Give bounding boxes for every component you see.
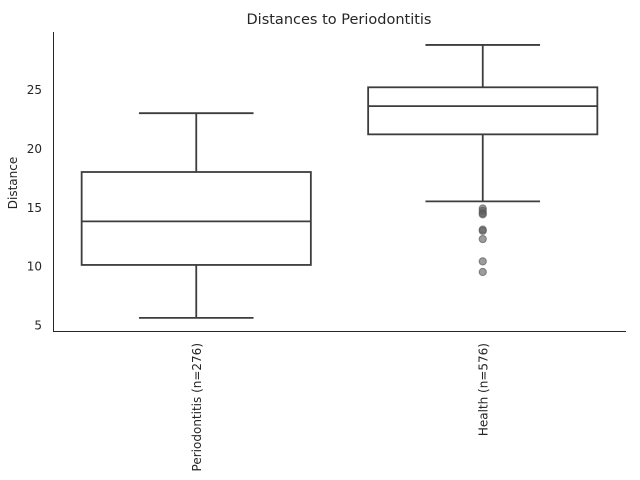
outlier-point	[478, 226, 487, 235]
y-tick-label: 15	[27, 201, 42, 215]
interquartile-box	[80, 171, 312, 266]
x-tick-label: Periodontitis (n=276)	[190, 343, 204, 471]
y-tick-label: 10	[27, 260, 42, 274]
interquartile-box	[367, 86, 599, 136]
outlier-point	[478, 234, 487, 244]
x-axis-ticks: Periodontitis (n=276) Health (n=576)	[190, 343, 491, 471]
box-1	[80, 112, 312, 319]
box-2	[367, 44, 599, 277]
y-tick-label: 5	[34, 318, 42, 332]
outlier-point	[478, 257, 487, 266]
outlier-point	[478, 267, 487, 277]
boxes-group	[80, 44, 599, 319]
chart-title: Distances to Periodontitis	[247, 12, 432, 28]
y-tick-label: 25	[27, 83, 42, 97]
y-tick-label: 20	[27, 142, 42, 156]
x-tick-label: Health (n=576)	[476, 343, 490, 436]
y-axis-ticks: 5 10 15 20 25	[27, 83, 42, 332]
outlier-point	[478, 210, 487, 219]
y-axis-label: Distance	[6, 157, 20, 209]
